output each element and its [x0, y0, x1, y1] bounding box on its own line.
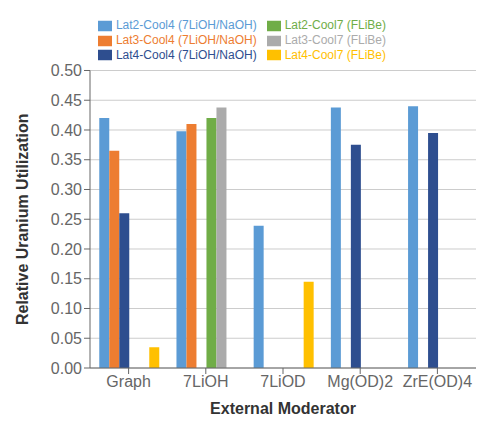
- svg-text:0.10: 0.10: [51, 300, 82, 317]
- svg-text:0.20: 0.20: [51, 241, 82, 258]
- svg-text:0.25: 0.25: [51, 211, 82, 228]
- html-text:Lat2-Cool7 (FLiBe): Lat2-Cool7 (FLiBe): [284, 18, 386, 32]
- svg-text:0.50: 0.50: [51, 62, 82, 79]
- svg-text:Graph: Graph: [106, 373, 150, 390]
- svg-text:0.05: 0.05: [51, 330, 82, 347]
- svg-text:0.30: 0.30: [51, 181, 82, 198]
- svg-text:7LiOH: 7LiOH: [183, 373, 228, 390]
- svg-text:0.15: 0.15: [51, 270, 82, 287]
- html-text:Lat2-Cool4 (7LiOH/NaOH): Lat2-Cool4 (7LiOH/NaOH): [115, 18, 257, 32]
- svg-text:0.00: 0.00: [51, 360, 82, 377]
- html-text:Lat4-Cool7 (FLiBe): Lat4-Cool7 (FLiBe): [284, 47, 386, 62]
- svg-text:External Moderator: External Moderator: [210, 400, 356, 417]
- svg-text:0.45: 0.45: [51, 92, 82, 109]
- html-text:Lat4-Cool4 (7LiOH/NaOH): Lat4-Cool4 (7LiOH/NaOH): [115, 47, 257, 62]
- svg-text:Relative Uranium Utilization: Relative Uranium Utilization: [14, 113, 31, 325]
- svg-text:0.35: 0.35: [51, 151, 82, 168]
- svg-text:Mg(OD)2: Mg(OD)2: [327, 373, 393, 390]
- html-text:Lat3-Cool4 (7LiOH/NaOH): Lat3-Cool4 (7LiOH/NaOH): [115, 32, 257, 47]
- svg-text:ZrE(OD)4: ZrE(OD)4: [403, 373, 472, 390]
- svg-text:7LiOD: 7LiOD: [260, 373, 305, 390]
- html-text:Lat3-Cool7 (FLiBe): Lat3-Cool7 (FLiBe): [284, 32, 386, 47]
- svg-text:0.40: 0.40: [51, 122, 82, 139]
